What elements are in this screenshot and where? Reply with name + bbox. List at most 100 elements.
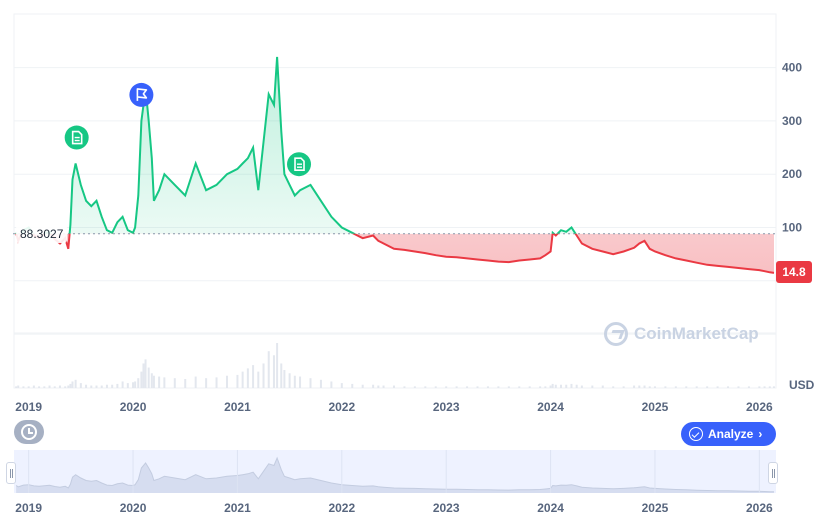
price-line-above: [15, 56, 577, 234]
volume-bar: [476, 386, 479, 388]
navigator-right-handle[interactable]: [768, 462, 778, 484]
volume-bar: [772, 386, 775, 388]
volume-bar: [638, 385, 641, 388]
volume-bar: [539, 386, 542, 388]
volume-bar: [768, 386, 771, 388]
volume-bar: [246, 368, 249, 388]
volume-bar: [309, 378, 312, 388]
volume-bar: [71, 381, 74, 388]
volume-bar: [85, 384, 88, 388]
volume-bar: [184, 379, 187, 388]
volume-bar: [455, 386, 458, 388]
volume-bar: [262, 363, 265, 388]
watermark: CoinMarketCap: [604, 322, 759, 346]
volume-bar: [445, 386, 448, 388]
volume-bar: [554, 384, 557, 388]
x-tick-label: 2024: [537, 400, 564, 414]
volume-bar: [32, 385, 35, 388]
event-markers[interactable]: [64, 82, 312, 177]
area-above-reference: [16, 56, 576, 234]
x-tick-label: 2020: [120, 400, 147, 414]
x-tick-label: 2022: [328, 400, 355, 414]
volume-bar: [551, 383, 554, 388]
volume-bar: [236, 374, 239, 388]
x-tick-label: 2023: [433, 400, 460, 414]
volume-bar: [53, 386, 56, 388]
analyze-button[interactable]: Analyze ›: [681, 422, 777, 446]
volume-bar: [134, 381, 137, 388]
history-icon: [21, 424, 37, 440]
volume-bar: [280, 363, 283, 388]
volume-bar: [643, 385, 646, 388]
navigator-area: [16, 458, 775, 493]
volume-bar: [330, 381, 333, 388]
volume-bar: [22, 386, 25, 388]
volume-bar: [90, 385, 93, 388]
volume-bar: [173, 378, 176, 388]
volume-bar: [382, 385, 385, 388]
volume-bar: [38, 386, 41, 388]
volume-bar: [466, 386, 469, 388]
x-tick-label: 2025: [642, 400, 669, 414]
volume-bar: [758, 386, 761, 388]
navigator-x-tick-label: 2022: [328, 501, 355, 515]
volume-bar: [377, 385, 380, 388]
volume-bar: [664, 386, 667, 388]
flag-icon: [129, 82, 154, 107]
volume-bar: [144, 359, 147, 388]
range-navigator[interactable]: [14, 450, 776, 493]
volume-bar: [575, 384, 578, 388]
document-icon: [287, 152, 312, 177]
volume-bar: [116, 383, 119, 388]
volume-bar: [570, 383, 573, 388]
volume-bar: [591, 385, 594, 388]
volume-bar: [612, 386, 615, 388]
volume-bar: [560, 384, 563, 388]
volume-bar: [497, 386, 500, 388]
navigator-left-handle[interactable]: [6, 462, 16, 484]
coinmarketcap-logo-icon: [604, 322, 628, 346]
navigator-line: [15, 456, 775, 493]
volume-bar: [74, 379, 77, 388]
volume-bar: [276, 343, 279, 388]
volume-bar: [340, 383, 343, 388]
volume-bar: [163, 377, 166, 388]
navigator-x-tick-label: 2024: [537, 501, 564, 515]
price-area: [16, 56, 774, 273]
volume-bar: [64, 386, 67, 388]
volume-bar: [205, 378, 208, 388]
navigator-x-tick-label: 2021: [224, 501, 251, 515]
volume-bar: [142, 363, 145, 388]
currency-unit-label: USD: [789, 378, 815, 392]
y-axis-labels: 100 200 300 400: [782, 61, 802, 235]
x-tick-label: 2026: [746, 400, 773, 414]
y-tick-label: 400: [782, 61, 802, 75]
volume-bar: [747, 386, 750, 388]
volume-bar: [95, 385, 98, 388]
analyze-label: Analyze: [708, 427, 754, 441]
volume-bar: [241, 371, 244, 388]
volume-bar: [372, 384, 375, 388]
volume-bar: [653, 386, 656, 388]
volume-bar: [194, 376, 197, 388]
volume-bar: [361, 384, 364, 388]
volume-bar: [58, 385, 61, 388]
volume-bar: [518, 386, 521, 388]
volume-bars: [15, 343, 775, 388]
navigator-x-tick-label: 2023: [433, 501, 460, 515]
chevron-right-icon: ›: [758, 427, 763, 441]
volume-bar: [565, 384, 568, 388]
volume-bar: [622, 386, 625, 388]
history-button[interactable]: [14, 420, 44, 444]
volume-bar: [716, 386, 719, 388]
volume-bar: [351, 383, 354, 388]
volume-bar: [486, 386, 489, 388]
volume-bar: [403, 386, 406, 388]
volume-bar: [319, 379, 322, 388]
volume-bar: [27, 386, 30, 388]
volume-bar: [507, 386, 510, 388]
price-line-below: [15, 233, 775, 274]
volume-bar: [150, 373, 153, 388]
volume-bar: [225, 375, 228, 388]
